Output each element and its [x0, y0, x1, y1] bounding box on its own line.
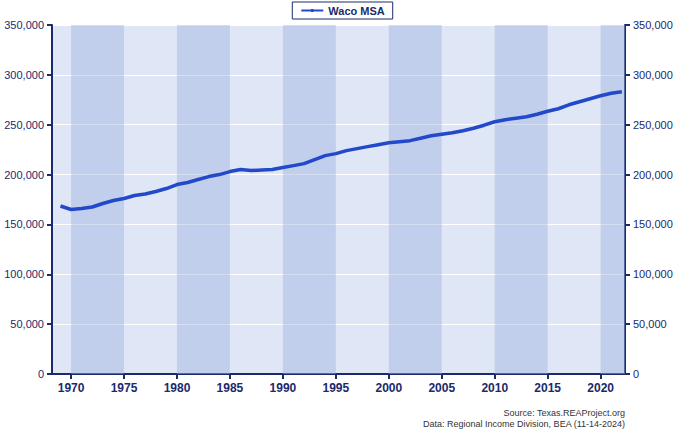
svg-text:200,000: 200,000: [633, 169, 673, 181]
svg-text:150,000: 150,000: [4, 218, 44, 230]
svg-text:350,000: 350,000: [4, 19, 44, 31]
svg-text:1975: 1975: [111, 381, 138, 395]
svg-text:0: 0: [38, 368, 44, 380]
svg-text:2000: 2000: [375, 381, 402, 395]
svg-text:200,000: 200,000: [4, 169, 44, 181]
svg-text:50,000: 50,000: [633, 318, 667, 330]
svg-text:350,000: 350,000: [633, 19, 673, 31]
svg-text:1970: 1970: [58, 381, 85, 395]
svg-text:100,000: 100,000: [4, 268, 44, 280]
svg-text:1990: 1990: [270, 381, 297, 395]
svg-text:Data: Regional Income Division: Data: Regional Income Division, BEA (11-…: [423, 419, 625, 429]
svg-text:2010: 2010: [481, 381, 508, 395]
svg-text:1995: 1995: [323, 381, 350, 395]
svg-text:2015: 2015: [534, 381, 561, 395]
svg-text:150,000: 150,000: [633, 218, 673, 230]
svg-text:50,000: 50,000: [10, 318, 44, 330]
svg-text:300,000: 300,000: [4, 69, 44, 81]
svg-text:2020: 2020: [587, 381, 614, 395]
svg-text:0: 0: [633, 368, 639, 380]
svg-text:2005: 2005: [428, 381, 455, 395]
svg-text:250,000: 250,000: [633, 119, 673, 131]
svg-text:300,000: 300,000: [633, 69, 673, 81]
svg-text:250,000: 250,000: [4, 119, 44, 131]
svg-text:1985: 1985: [217, 381, 244, 395]
svg-text:Source: Texas.REAProject.org: Source: Texas.REAProject.org: [504, 408, 625, 418]
svg-text:Waco MSA: Waco MSA: [328, 5, 384, 17]
svg-text:1980: 1980: [164, 381, 191, 395]
svg-text:100,000: 100,000: [633, 268, 673, 280]
